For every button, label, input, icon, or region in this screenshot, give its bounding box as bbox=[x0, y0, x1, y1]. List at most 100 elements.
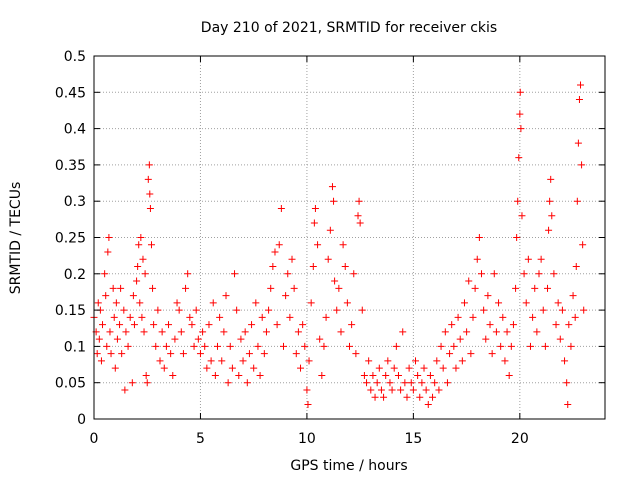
data-point bbox=[579, 241, 587, 249]
data-point bbox=[377, 386, 385, 394]
data-point bbox=[104, 248, 112, 256]
data-point bbox=[454, 313, 462, 321]
data-point bbox=[107, 350, 115, 358]
data-point bbox=[497, 342, 505, 350]
data-point bbox=[564, 400, 572, 408]
data-point bbox=[554, 299, 562, 307]
data-point bbox=[177, 328, 185, 336]
data-point bbox=[137, 234, 145, 241]
data-point bbox=[567, 342, 575, 350]
data-point bbox=[448, 321, 456, 329]
data-point bbox=[473, 255, 481, 263]
data-point bbox=[482, 335, 490, 343]
data-point bbox=[443, 379, 451, 387]
data-point bbox=[475, 234, 483, 241]
data-point bbox=[495, 299, 503, 307]
data-point bbox=[122, 328, 130, 336]
data-point bbox=[124, 342, 132, 350]
data-point bbox=[565, 321, 573, 329]
data-point bbox=[488, 350, 496, 358]
data-point bbox=[112, 299, 120, 307]
data-point bbox=[420, 364, 428, 372]
data-point bbox=[569, 292, 577, 300]
data-point bbox=[129, 292, 137, 300]
data-point bbox=[331, 277, 339, 285]
data-point bbox=[220, 328, 228, 336]
data-point bbox=[328, 183, 336, 191]
data-point bbox=[414, 371, 422, 379]
data-point bbox=[516, 88, 524, 96]
data-point bbox=[179, 350, 187, 358]
data-point bbox=[514, 197, 522, 205]
data-point bbox=[520, 270, 528, 278]
data-point bbox=[380, 393, 388, 401]
x-tick-label: 0 bbox=[90, 431, 99, 447]
data-point bbox=[531, 284, 539, 292]
data-point bbox=[399, 328, 407, 336]
data-point bbox=[490, 270, 498, 278]
data-point bbox=[130, 321, 138, 329]
data-point bbox=[437, 342, 445, 350]
data-point bbox=[418, 379, 426, 387]
data-point bbox=[262, 328, 270, 336]
x-tick-label: 5 bbox=[196, 431, 205, 447]
data-point bbox=[139, 255, 147, 263]
data-point bbox=[248, 321, 256, 329]
data-point bbox=[233, 306, 241, 314]
data-point bbox=[301, 342, 309, 350]
y-tick-label: 0.3 bbox=[64, 194, 86, 210]
y-axis-label: SRMTID / TECUs bbox=[8, 182, 24, 295]
y-tick-label: 0.4 bbox=[64, 122, 86, 138]
data-point bbox=[120, 306, 128, 314]
data-point bbox=[113, 335, 121, 343]
data-point bbox=[143, 379, 151, 387]
data-point bbox=[535, 270, 543, 278]
data-point bbox=[416, 393, 424, 401]
data-point bbox=[512, 284, 520, 292]
data-point bbox=[158, 328, 166, 336]
y-tick-label: 0.35 bbox=[55, 158, 86, 174]
data-point bbox=[431, 379, 439, 387]
data-point bbox=[286, 313, 294, 321]
y-tick-label: 0.15 bbox=[55, 303, 86, 319]
data-point bbox=[271, 248, 279, 256]
data-point bbox=[526, 342, 534, 350]
data-point bbox=[258, 313, 266, 321]
data-series bbox=[90, 81, 588, 408]
y-tick-label: 0.5 bbox=[64, 49, 86, 65]
data-point bbox=[330, 197, 338, 205]
grid bbox=[94, 56, 605, 419]
data-point bbox=[213, 342, 221, 350]
data-point bbox=[277, 204, 285, 212]
data-point bbox=[352, 350, 360, 358]
data-point bbox=[546, 197, 554, 205]
y-axis: 0 0.05 0.1 0.15 0.2 0.25 0.3 0.35 0.4 0.45 0.5 bbox=[55, 49, 605, 428]
data-point bbox=[218, 357, 226, 365]
data-point bbox=[209, 299, 217, 307]
data-point bbox=[515, 154, 523, 162]
data-point bbox=[103, 342, 111, 350]
data-point bbox=[144, 175, 152, 183]
data-point bbox=[548, 212, 556, 220]
data-point bbox=[303, 386, 311, 394]
data-point bbox=[458, 357, 466, 365]
data-point bbox=[284, 270, 292, 278]
data-point bbox=[499, 313, 507, 321]
data-point bbox=[134, 263, 142, 271]
data-point bbox=[216, 313, 224, 321]
data-point bbox=[382, 371, 390, 379]
data-point bbox=[167, 350, 175, 358]
data-point bbox=[252, 299, 260, 307]
data-point bbox=[305, 357, 313, 365]
data-point bbox=[109, 284, 117, 292]
data-point bbox=[116, 321, 124, 329]
data-point bbox=[492, 328, 500, 336]
data-point bbox=[517, 125, 525, 133]
data-point bbox=[465, 277, 473, 285]
data-point bbox=[260, 350, 268, 358]
data-point bbox=[117, 284, 125, 292]
data-point bbox=[95, 335, 103, 343]
data-point bbox=[226, 342, 234, 350]
data-point bbox=[154, 306, 162, 314]
data-point bbox=[211, 371, 219, 379]
